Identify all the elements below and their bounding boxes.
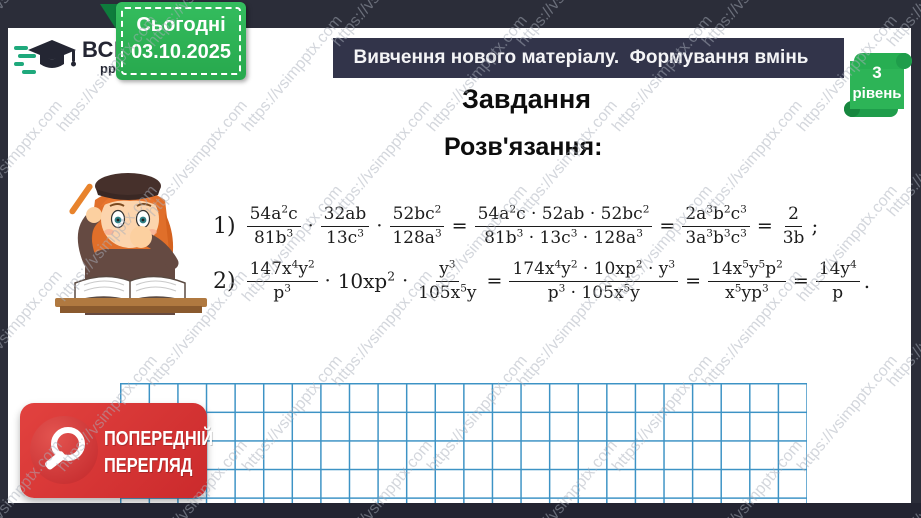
math-operator: · — [376, 215, 383, 237]
level-number: 3 — [872, 63, 882, 82]
fraction: 2 3b — [782, 204, 805, 248]
math-text: 10xp2 — [337, 268, 396, 293]
page-title: Завдання — [462, 84, 592, 114]
date-badge[interactable]: Сьогодні 03.10.2025 — [116, 2, 246, 80]
magnifier-circle — [30, 416, 98, 484]
magnifier-icon — [45, 427, 85, 470]
date-badge-fold — [100, 4, 118, 32]
solution-heading: Розв'язання: — [444, 133, 603, 161]
preview-badge[interactable]: ПОПЕРЕДНІЙ ПЕРЕГЛЯД — [20, 403, 213, 498]
math-operator: = — [792, 270, 809, 292]
preview-line-1: ПОПЕРЕДНІЙ — [104, 428, 214, 450]
fraction: 147x4y2 p3 — [246, 258, 318, 303]
math-operator: · — [324, 270, 331, 292]
math-operator: = — [756, 215, 773, 237]
lesson-stage-title: Вивчення нового матеріалу. Формування вм… — [353, 47, 809, 68]
math-operator: = — [659, 215, 676, 237]
fraction: 14x5y5p2 x5yp3 — [708, 258, 786, 303]
level-word: рівень — [852, 85, 902, 102]
math-operator: · — [402, 270, 409, 292]
item-number: 1) — [213, 213, 236, 239]
date-badge-label: Сьогодні — [136, 14, 226, 36]
bottom-bar — [0, 503, 921, 518]
preview-badge-text: ПОПЕРЕДНІЙ ПЕРЕГЛЯД — [104, 426, 213, 480]
level-badge-text: 3 рівень — [842, 53, 912, 102]
math-text: ; — [811, 214, 819, 238]
math-operator: = — [486, 270, 503, 292]
item-number: 2) — [213, 268, 236, 294]
girl-reading-illustration — [55, 173, 207, 315]
scroll-icon — [844, 53, 912, 117]
graph-paper-grid — [120, 383, 807, 505]
fraction: 54a2c · 52ab · 52bc2 81b3 · 13c3 · 128a3 — [474, 203, 653, 248]
fraction: 52bc2 128a3 — [389, 203, 445, 248]
math-operator: · — [307, 215, 314, 237]
math-expression: 147x4y2 p3 · 10xp2 · y3 105x5y = 174x4y2 · 10xp2… — [245, 258, 870, 303]
fraction: 2a3b2c3 3a3b3c3 — [682, 203, 750, 248]
level-badge[interactable]: 3 рівень — [842, 53, 912, 123]
fraction: 14y4 p — [815, 258, 860, 303]
math-operator: = — [685, 270, 701, 292]
fraction: 32ab 13c3 — [320, 203, 370, 248]
solution-line-2: 2) 147x4y2 p3 · 10xp2 · y3 105x5y = 174x4y2 · 10… — [213, 252, 870, 310]
math-operator: = — [451, 215, 468, 237]
solution-line-1: 1) 54a2c 81b3 · 32ab 13c3 · 52bc2 128a3 = 54a2c ·… — [213, 197, 818, 255]
math-text: . — [863, 269, 871, 293]
math-expression: 54a2c 81b3 · 32ab 13c3 · 52bc2 128a3 = 54a2c · 52… — [245, 203, 819, 248]
fraction: 174x4y2 · 10xp2 · y3 p3 · 105x5y — [509, 258, 679, 303]
preview-line-2: ПЕРЕГЛЯД — [104, 455, 193, 477]
graduation-cap-icon — [14, 40, 76, 74]
fraction: 54a2c 81b3 — [246, 203, 301, 248]
date-badge-date: 03.10.2025 — [130, 41, 232, 63]
fraction: y3 105x5y — [418, 258, 477, 303]
